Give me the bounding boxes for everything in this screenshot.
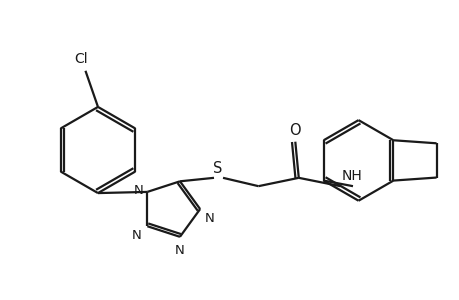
Text: Cl: Cl bbox=[73, 52, 87, 66]
Text: N: N bbox=[133, 184, 143, 197]
Text: S: S bbox=[213, 161, 222, 176]
Text: N: N bbox=[204, 212, 213, 225]
Text: N: N bbox=[175, 244, 185, 257]
Text: N: N bbox=[132, 229, 141, 242]
Text: NH: NH bbox=[341, 169, 362, 183]
Text: O: O bbox=[289, 122, 301, 137]
